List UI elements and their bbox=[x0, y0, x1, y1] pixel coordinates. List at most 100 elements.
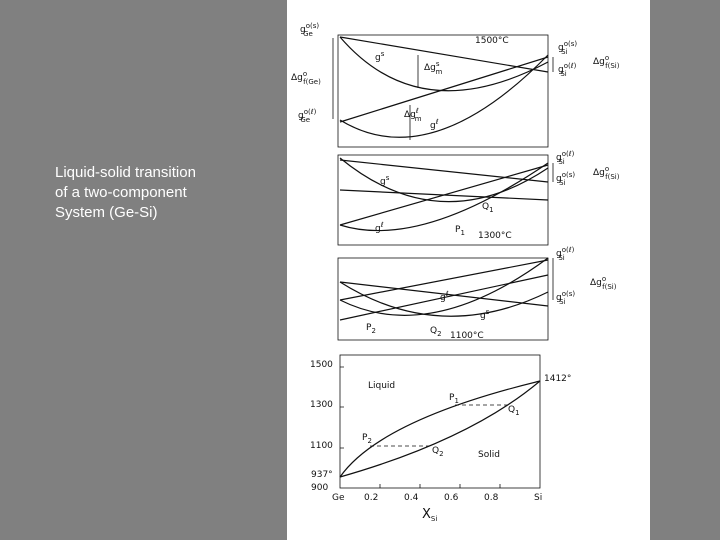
label: 1500 bbox=[310, 360, 333, 370]
label-sub: 1 bbox=[489, 206, 493, 214]
liquidus bbox=[339, 380, 541, 478]
label-sup: o(s) bbox=[562, 290, 576, 298]
label-sub: 2 bbox=[367, 437, 371, 445]
label-b: X bbox=[422, 507, 431, 522]
label: 937° bbox=[311, 470, 333, 480]
label-b: g bbox=[556, 293, 562, 303]
label: 1300°C bbox=[478, 231, 512, 241]
label: Q2 bbox=[430, 326, 442, 338]
label-b: g bbox=[300, 25, 306, 35]
label: go(s) Si bbox=[556, 290, 575, 306]
label: Q1 bbox=[482, 202, 494, 214]
label: P2 bbox=[362, 433, 372, 445]
label: gℓ bbox=[375, 221, 384, 234]
label: go(s) Si bbox=[556, 171, 575, 187]
label-b: g bbox=[558, 43, 564, 53]
label-sub: m bbox=[436, 68, 443, 76]
label: 1100 bbox=[310, 441, 333, 451]
label-b: 1500°C bbox=[475, 36, 509, 46]
label-sub: 1 bbox=[515, 409, 519, 417]
label-b: Δg bbox=[593, 57, 605, 67]
label: XSi bbox=[422, 507, 437, 523]
label: go(ℓ) Si bbox=[558, 62, 577, 78]
label-sup: ℓ bbox=[435, 118, 439, 126]
label: Liquid bbox=[368, 381, 395, 391]
label-b: 0.4 bbox=[404, 493, 419, 503]
label-sup: o(s) bbox=[306, 22, 320, 30]
label: go(s) Ge bbox=[300, 22, 319, 38]
label-b: Q bbox=[432, 446, 439, 456]
label-b: 1100°C bbox=[450, 331, 484, 341]
label-sup: o bbox=[602, 275, 606, 283]
label: go(s) Si bbox=[558, 40, 577, 56]
label: P1 bbox=[455, 225, 465, 237]
label-b: Δg bbox=[404, 110, 416, 120]
label-b: g bbox=[375, 53, 381, 63]
label-sub: Si bbox=[431, 515, 437, 523]
label-sub: Ge bbox=[300, 116, 310, 124]
label-b: P bbox=[366, 323, 372, 333]
label: 1300 bbox=[310, 400, 333, 410]
line bbox=[339, 36, 549, 73]
label: 0.2 bbox=[364, 493, 378, 503]
label: 0.8 bbox=[484, 493, 499, 503]
label-sup: o bbox=[605, 165, 609, 173]
label: 900 bbox=[311, 483, 328, 493]
label-b: Ge bbox=[332, 493, 345, 503]
label-b: g bbox=[556, 153, 562, 163]
curve bbox=[339, 157, 549, 203]
panel-4-drawing bbox=[339, 354, 541, 489]
frame bbox=[337, 257, 549, 341]
label-sup: o bbox=[303, 70, 307, 78]
label-sub: 1 bbox=[454, 397, 458, 405]
panel-1-drawing bbox=[332, 34, 554, 148]
label-b: 1500 bbox=[310, 360, 333, 370]
caption-line: of a two-component bbox=[55, 184, 187, 201]
label-sub: Ge bbox=[303, 30, 313, 38]
line bbox=[339, 259, 549, 301]
caption-line: Liquid-solid transition bbox=[55, 164, 196, 181]
figure-background bbox=[287, 0, 650, 540]
label-sub: 1 bbox=[460, 229, 464, 237]
arrows bbox=[332, 38, 554, 140]
label-b: 937° bbox=[311, 470, 333, 480]
label-b: Solid bbox=[478, 450, 500, 460]
frame bbox=[339, 354, 541, 489]
label-sup: s bbox=[381, 50, 385, 58]
label-b: 1300°C bbox=[478, 231, 512, 241]
label-sup: o(s) bbox=[562, 171, 576, 179]
label-sup: o(ℓ) bbox=[562, 246, 575, 254]
frame bbox=[337, 34, 549, 148]
label-b: Liquid bbox=[368, 381, 395, 391]
label-b: Q bbox=[508, 405, 515, 415]
label-b: g bbox=[380, 177, 386, 187]
label-sup: o(s) bbox=[564, 40, 578, 48]
ticks bbox=[340, 366, 501, 488]
label: Solid bbox=[478, 450, 500, 460]
label: Δgo f(Si) bbox=[593, 165, 620, 181]
label-b: Δg bbox=[593, 168, 605, 178]
label-b: Q bbox=[430, 326, 437, 336]
label-b: 0.6 bbox=[444, 493, 459, 503]
label: 1500°C bbox=[475, 36, 509, 46]
label-b: Si bbox=[534, 493, 542, 503]
label-sub: f(Si) bbox=[605, 62, 620, 70]
label-sub: 2 bbox=[439, 450, 443, 458]
label-b: 1412° bbox=[544, 374, 571, 384]
label-sup: ℓ bbox=[380, 221, 384, 229]
label-b: g bbox=[558, 65, 564, 75]
label: Q2 bbox=[432, 446, 444, 458]
label: Δgo f(Si) bbox=[593, 54, 620, 70]
label-b: Q bbox=[482, 202, 489, 212]
label-sup: ℓ bbox=[445, 290, 449, 298]
label-b: g bbox=[375, 224, 381, 234]
label-sup: o(ℓ) bbox=[304, 108, 317, 116]
line bbox=[339, 281, 549, 307]
label-b: g bbox=[556, 174, 562, 184]
label: 1412° bbox=[544, 374, 571, 384]
label-b: Δg bbox=[590, 278, 602, 288]
label: 0.6 bbox=[444, 493, 459, 503]
label-sub: Si bbox=[558, 158, 564, 166]
label-sup: o(ℓ) bbox=[562, 150, 575, 158]
